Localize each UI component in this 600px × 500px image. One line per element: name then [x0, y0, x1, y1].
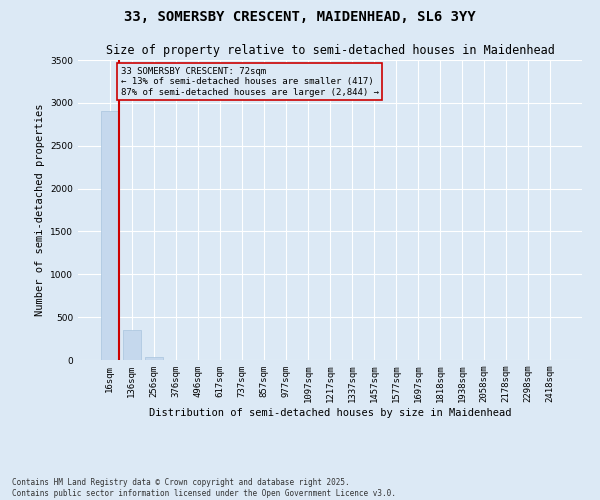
Text: 33, SOMERSBY CRESCENT, MAIDENHEAD, SL6 3YY: 33, SOMERSBY CRESCENT, MAIDENHEAD, SL6 3…: [124, 10, 476, 24]
Bar: [145, 356, 163, 360]
Bar: [123, 330, 140, 360]
Bar: [101, 112, 119, 360]
Text: 33 SOMERSBY CRESCENT: 72sqm
← 13% of semi-detached houses are smaller (417)
87% : 33 SOMERSBY CRESCENT: 72sqm ← 13% of sem…: [121, 67, 379, 96]
X-axis label: Distribution of semi-detached houses by size in Maidenhead: Distribution of semi-detached houses by …: [149, 408, 511, 418]
Text: Contains HM Land Registry data © Crown copyright and database right 2025.
Contai: Contains HM Land Registry data © Crown c…: [12, 478, 396, 498]
Title: Size of property relative to semi-detached houses in Maidenhead: Size of property relative to semi-detach…: [106, 44, 554, 58]
Y-axis label: Number of semi-detached properties: Number of semi-detached properties: [35, 104, 44, 316]
